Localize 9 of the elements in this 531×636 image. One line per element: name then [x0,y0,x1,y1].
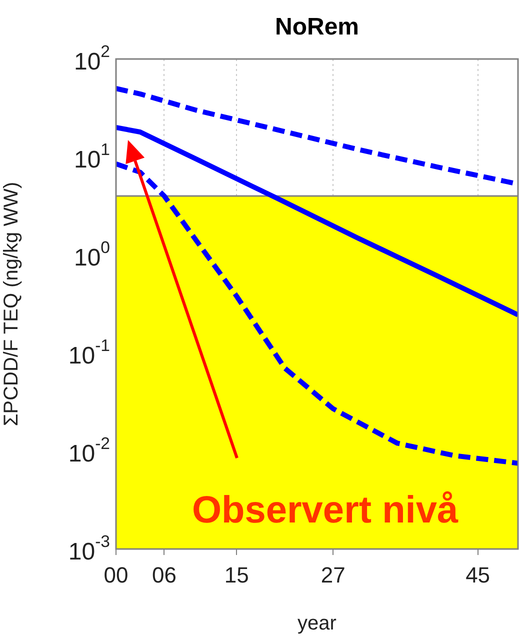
x-tick-label: 45 [466,562,490,588]
x-tick-label: 00 [104,562,128,588]
x-tick-label: 15 [224,562,249,588]
chart-title: NoRem [274,14,360,41]
x-tick-label: 06 [152,562,176,588]
x-axis-title: year [298,612,337,635]
annotation: Observert nivå [192,490,459,532]
y-axis-title: ΣPCDD/F TEQ (ng/kg WW) [0,182,23,426]
x-tick-label: 27 [320,562,346,588]
